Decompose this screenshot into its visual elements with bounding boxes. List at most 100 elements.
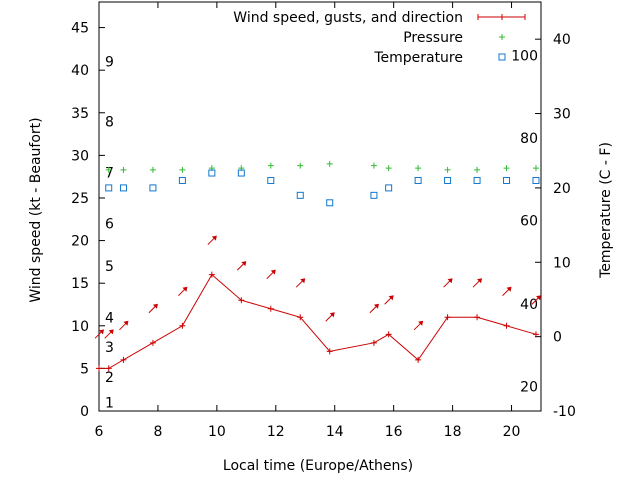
legend-wind-marker [477,14,526,20]
wind-speed-point [105,365,112,372]
legend-temperature-marker [498,53,506,61]
y-tick-label: 25 [71,191,89,207]
x-tick-label: 8 [153,424,162,440]
wind-direction-arrowhead [447,278,453,284]
y2-tick-label: 0 [553,330,562,346]
x-tick-label: 12 [267,424,285,440]
temperature-point [503,176,511,184]
y-tick-label: 35 [71,106,89,122]
wind-direction-arrowhead [388,295,394,301]
wind-speed-line [99,273,537,369]
fahrenheit-label: 80 [520,131,538,147]
pressure-point [297,162,304,169]
y2-tick-label: 30 [553,107,571,123]
wind-speed-point [297,314,304,321]
legend-label: Wind speed, gusts, and direction [233,10,463,26]
legend-pressure-marker [499,34,505,40]
fahrenheit-label: 20 [520,379,538,395]
y-tick-label: 40 [71,63,89,79]
wind-direction-arrowhead [152,303,158,309]
pressure-point [267,162,274,169]
x-tick-label: 10 [208,424,226,440]
temperature-point [119,184,127,192]
y2-tick-label: 20 [553,181,571,197]
wind-direction-arrowhead [182,286,188,292]
wind-speed-point [267,305,274,312]
wind-direction-arrowhead [123,320,129,326]
beaufort-label: 9 [105,55,114,71]
temperature-point [370,191,378,199]
x-axis-title: Local time (Europe/Athens) [223,458,413,474]
wind-speed-point [532,331,539,338]
fahrenheit-label: 100 [511,49,538,65]
temperature-point [237,169,245,177]
wind-direction-arrowhead [300,278,306,284]
beaufort-label: 8 [105,114,114,130]
wind-speed-point [370,339,377,346]
y2-tick-label: -10 [553,404,576,420]
beaufort-label: 2 [105,370,114,386]
legend-label: Pressure [403,30,463,46]
temperature-point [178,176,186,184]
temperature-point [105,184,113,192]
beaufort-label: 6 [105,217,114,233]
y-tick-label: 10 [71,319,89,335]
pressure-point [179,166,186,173]
wind-direction-arrowhead [329,312,335,318]
wind-direction-arrowhead [211,235,217,241]
pressure-point [370,162,377,169]
y-tick-label: 0 [80,404,89,420]
pressure-point [415,165,422,172]
wind-direction-arrowhead [270,269,276,275]
pressure-point [105,166,112,173]
y-tick-label: 30 [71,148,89,164]
y-tick-label: 5 [80,361,89,377]
wind-speed-point [179,322,186,329]
temperature-point [296,191,304,199]
wind-direction-arrowhead [535,295,541,301]
pressure-point [444,166,451,173]
x-tick-label: 6 [95,424,104,440]
pressure-point [474,166,481,173]
wind-speed-point [96,365,102,372]
beaufort-label: 5 [105,259,114,275]
x-tick-label: 20 [503,424,521,440]
wind-speed-point [503,322,510,329]
wind-speed-point [415,356,422,363]
wind-speed-point [474,314,481,321]
pressure-point [503,165,510,172]
wind-direction-arrowhead [506,286,512,292]
y-tick-label: 45 [71,21,89,37]
wind-direction-arrowhead [418,320,424,326]
wind-direction-arrowhead [99,329,104,335]
x-tick-label: 14 [326,424,344,440]
legend-label: Temperature [373,50,463,66]
wind-speed-point [444,314,451,321]
temperature-point [444,176,452,184]
beaufort-label: 7 [105,165,114,181]
y2-tick-label: 10 [553,255,571,271]
fahrenheit-label: 60 [520,214,538,230]
beaufort-label: 4 [105,310,114,326]
temperature-point [414,176,422,184]
pressure-point [532,165,539,172]
wind-speed-point [208,271,215,278]
wind-direction-arrowhead [477,278,483,284]
plot-frame [98,1,542,412]
y-tick-label: 20 [71,234,89,250]
y2-axis-title: Temperature (C - F) [598,142,614,279]
beaufort-label: 1 [105,395,114,411]
temperature-point [473,176,481,184]
wind-direction-arrowhead [373,303,379,309]
y-tick-label: 15 [71,276,89,292]
pressure-point [149,166,156,173]
pressure-point [385,165,392,172]
wind-direction-arrowhead [108,329,114,335]
y-axis-title: Wind speed (kt - Beaufort) [28,117,44,302]
temperature-point [149,184,157,192]
pressure-point [120,166,127,173]
temperature-point [385,184,393,192]
wind-speed-point [385,331,392,338]
